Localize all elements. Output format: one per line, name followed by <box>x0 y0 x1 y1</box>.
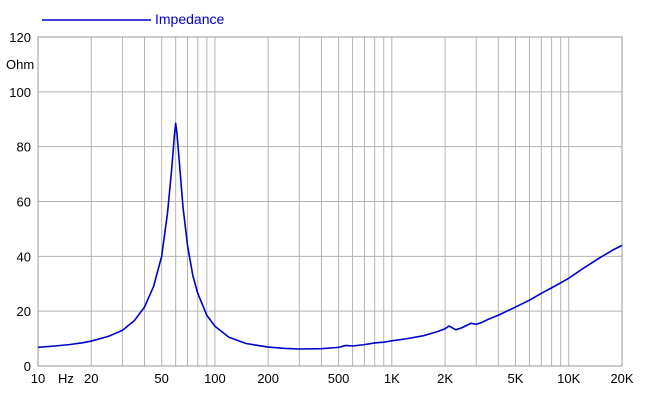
y-tick-label: 120 <box>9 30 31 45</box>
x-tick-label: 200 <box>257 371 279 386</box>
plot-area-border <box>37 36 623 367</box>
grid <box>37 36 623 367</box>
series-layer <box>37 122 623 350</box>
legend-label-impedance: Impedance <box>155 11 224 27</box>
x-tick-label: 10K <box>557 371 580 386</box>
x-tick-label: 100 <box>204 371 226 386</box>
y-unit-label: Ohm <box>6 57 34 72</box>
y-tick-label: 60 <box>17 195 31 210</box>
legend: Impedance <box>42 11 224 27</box>
y-tick-label: 0 <box>24 359 31 374</box>
y-tick-label: 80 <box>17 140 31 155</box>
x-tick-label: 1K <box>384 371 400 386</box>
y-tick-label: 100 <box>9 85 31 100</box>
x-unit-label: Hz <box>58 371 74 386</box>
y-tick-label: 40 <box>17 249 31 264</box>
tick-labels: 10 20 50 100 200 500 1K 2K 5K 10K 20K 0 20 40 60 80 100 1… <box>9 30 634 386</box>
x-tick-label: 10 <box>31 371 45 386</box>
series-line-impedance <box>37 122 623 350</box>
y-tick-label: 20 <box>17 304 31 319</box>
x-tick-label: 20 <box>84 371 98 386</box>
x-tick-label: 50 <box>154 371 168 386</box>
x-tick-label: 20K <box>610 371 633 386</box>
x-tick-label: 5K <box>508 371 524 386</box>
x-tick-label: 2K <box>437 371 453 386</box>
x-tick-label: 500 <box>328 371 350 386</box>
